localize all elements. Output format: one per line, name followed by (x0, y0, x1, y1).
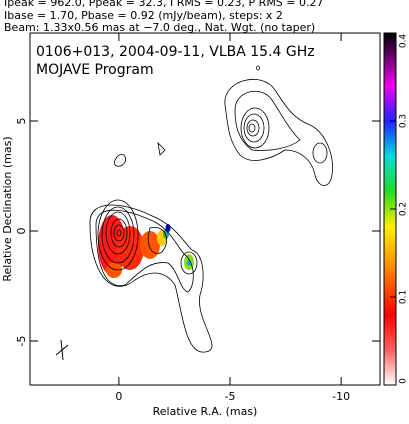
header-line: Ibase = 1.70, Pbase = 0.92 (mJy/beam), s… (4, 9, 283, 22)
y-tick-label: 0 (15, 228, 28, 235)
x-tick-label: -5 (225, 390, 236, 403)
x-tick-label: 0 (115, 390, 122, 403)
colorbar-tick-label: 0.1 (399, 290, 409, 304)
y-axis-label: Relative Declination (mas) (1, 136, 14, 281)
colorbar-tick-label: 0.3 (399, 114, 409, 128)
colorbar-tick-label: 0.2 (399, 202, 409, 216)
chart-subtitle: MOJAVE Program (36, 62, 154, 78)
x-tick-label: -10 (332, 390, 350, 403)
header-line: Beam: 1.33x0.56 mas at −7.0 deg., Nat. W… (4, 21, 315, 34)
contours (55, 65, 333, 361)
x-axis-label: Relative R.A. (mas) (153, 405, 258, 418)
header-line: Ipeak = 962.0, Ppeak = 32.3, I RMS = 0.2… (4, 0, 324, 9)
y-tick-label: -5 (15, 336, 28, 347)
colorbar-tick-label: 0.4 (399, 34, 409, 49)
chart-title: 0106+013, 2004-09-11, VLBA 15.4 GHz (36, 44, 315, 60)
colorbar-tick-label: 0 (399, 378, 409, 384)
plot-frame (29, 32, 381, 386)
image (55, 65, 333, 361)
y-tick-label: 5 (15, 118, 28, 125)
